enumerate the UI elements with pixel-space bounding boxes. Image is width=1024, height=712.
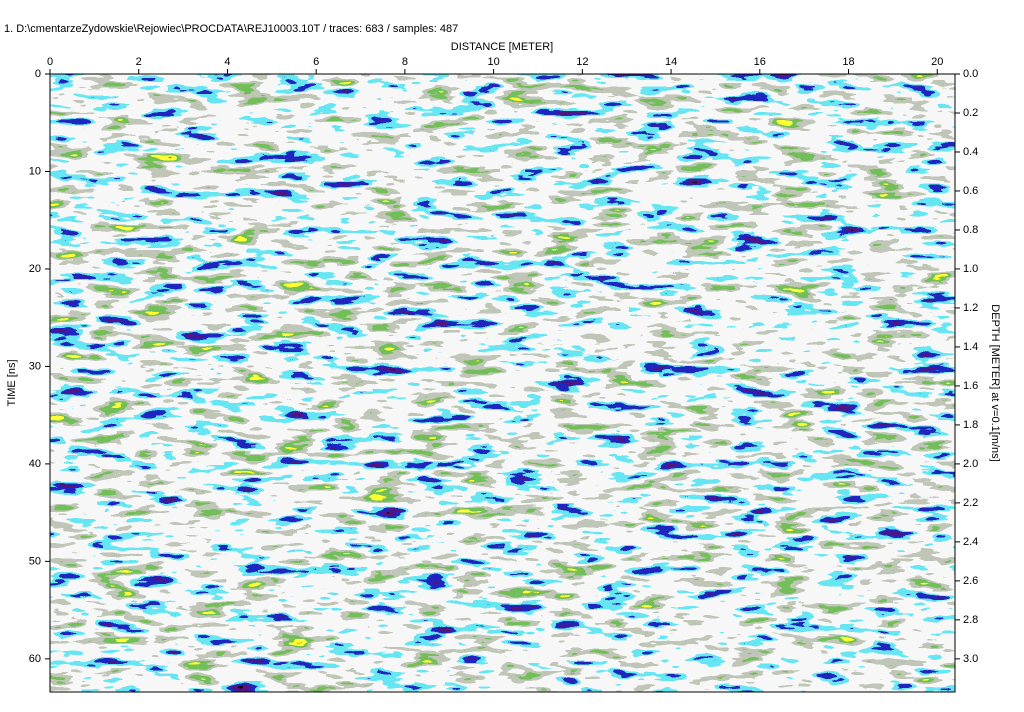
x-tick-label: 16 bbox=[754, 56, 766, 68]
x-tick-label: 2 bbox=[136, 56, 142, 68]
y2-tick-label: 0.2 bbox=[963, 107, 978, 119]
y-axis-title: TIME [ns] bbox=[6, 359, 18, 406]
x-tick-label: 10 bbox=[488, 56, 500, 68]
x-tick-label: 0 bbox=[47, 56, 53, 68]
y2-tick-label: 0.6 bbox=[963, 185, 978, 197]
x-tick-label: 8 bbox=[402, 56, 408, 68]
y-tick-label: 0 bbox=[35, 68, 41, 80]
y2-tick-label: 1.0 bbox=[963, 263, 978, 275]
y-tick-label: 10 bbox=[29, 165, 41, 177]
y-tick-label: 20 bbox=[29, 263, 41, 275]
chart-title: 1. D:\cmentarzeZydowskie\Rejowiec\PROCDA… bbox=[4, 23, 458, 35]
y-tick-label: 40 bbox=[29, 458, 41, 470]
y2-tick-label: 0.0 bbox=[963, 68, 978, 80]
x-tick-label: 14 bbox=[665, 56, 677, 68]
y2-tick-label: 0.8 bbox=[963, 224, 978, 236]
y-tick-label: 50 bbox=[29, 555, 41, 567]
plot-frame bbox=[49, 73, 956, 693]
radargram-image bbox=[50, 74, 955, 692]
y2-tick-label: 2.0 bbox=[963, 458, 978, 470]
y2-axis-title: DEPTH [METER] at v=0.1[m/ns] bbox=[989, 304, 1001, 461]
y2-tick-label: 0.4 bbox=[963, 146, 978, 158]
y2-tick-label: 1.8 bbox=[963, 419, 978, 431]
y2-tick-label: 2.6 bbox=[963, 575, 978, 587]
y2-tick-label: 2.4 bbox=[963, 536, 978, 548]
x-tick-label: 20 bbox=[931, 56, 943, 68]
x-axis-title: DISTANCE [METER] bbox=[451, 41, 553, 53]
y-tick-label: 30 bbox=[29, 360, 41, 372]
x-tick-label: 4 bbox=[224, 56, 230, 68]
y2-tick-label: 1.6 bbox=[963, 380, 978, 392]
x-tick-label: 12 bbox=[576, 56, 588, 68]
x-tick-label: 6 bbox=[313, 56, 319, 68]
y2-tick-label: 2.8 bbox=[963, 614, 978, 626]
x-tick-label: 18 bbox=[842, 56, 854, 68]
y2-tick-label: 3.0 bbox=[963, 653, 978, 665]
y2-tick-label: 1.4 bbox=[963, 341, 978, 353]
y-tick-label: 60 bbox=[29, 653, 41, 665]
y2-tick-label: 1.2 bbox=[963, 302, 978, 314]
y2-tick-label: 2.2 bbox=[963, 497, 978, 509]
